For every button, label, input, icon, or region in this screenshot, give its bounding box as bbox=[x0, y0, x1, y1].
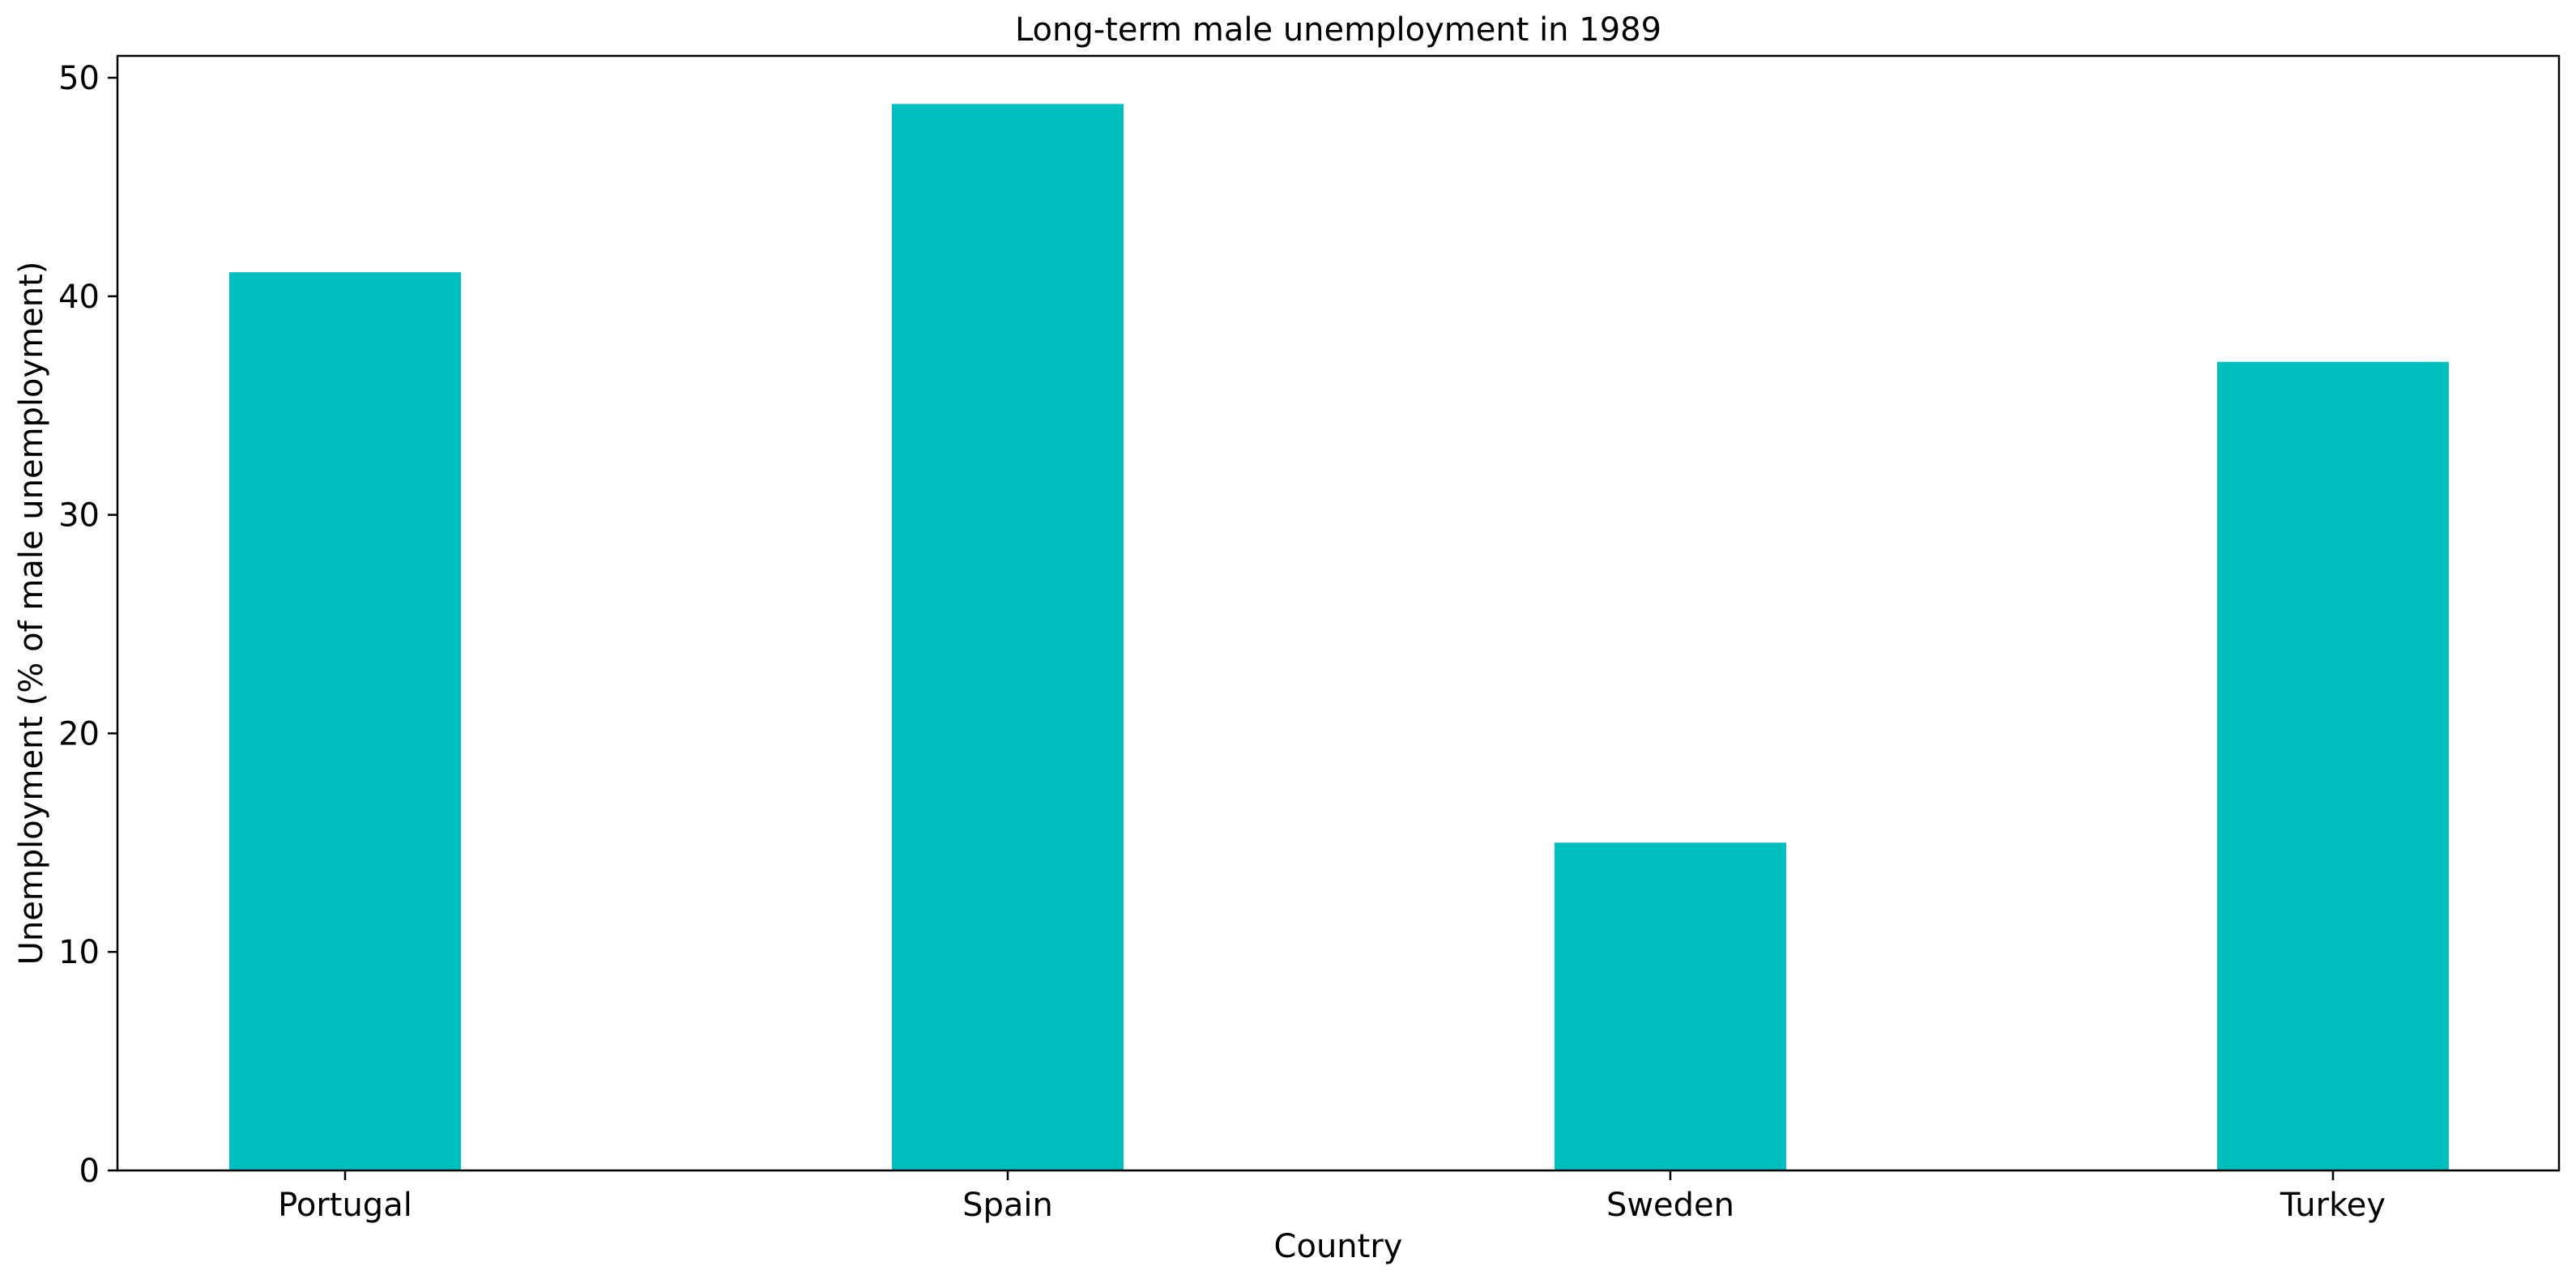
y-tick-label: 20 bbox=[58, 715, 100, 752]
x-axis-ticks: Portugal Spain Sweden Turkey bbox=[278, 1170, 2386, 1224]
x-tick-label: Portugal bbox=[278, 1187, 412, 1224]
x-axis-label: Country bbox=[1274, 1228, 1403, 1265]
x-tick-label: Sweden bbox=[1606, 1187, 1734, 1224]
y-tick-label: 10 bbox=[58, 934, 100, 971]
bar-turkey bbox=[2217, 361, 2449, 1171]
chart-title: Long-term male unemployment in 1989 bbox=[1015, 11, 1661, 49]
y-axis-label: Unemployment (% of male unemployment) bbox=[13, 262, 50, 966]
x-tick-label: Spain bbox=[962, 1187, 1053, 1224]
y-tick-label: 40 bbox=[58, 279, 100, 316]
y-tick-label: 30 bbox=[58, 497, 100, 535]
y-tick-label: 0 bbox=[79, 1153, 100, 1190]
plot-frame bbox=[116, 54, 2561, 1172]
y-axis-ticks: 0 10 20 30 40 50 bbox=[58, 60, 117, 1190]
bar-portugal bbox=[229, 272, 461, 1170]
bar-sweden bbox=[1555, 842, 1786, 1170]
y-tick-label: 50 bbox=[58, 60, 100, 97]
bars bbox=[229, 104, 2449, 1171]
bar-spain bbox=[892, 104, 1124, 1171]
x-tick-label: Turkey bbox=[2280, 1187, 2386, 1224]
